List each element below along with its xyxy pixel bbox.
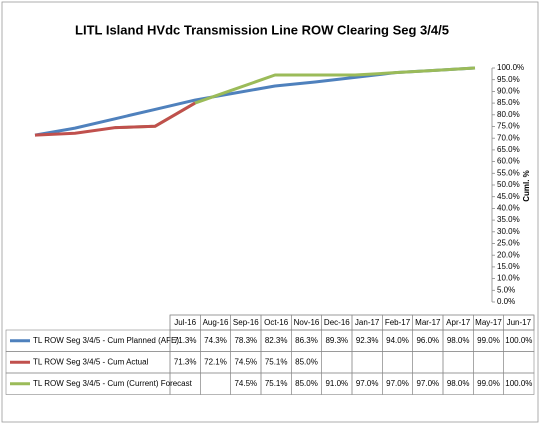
y-tick-label: 15.0% [497,262,520,271]
y-tick-label: 70.0% [497,133,520,142]
x-tick-label: Jan-17 [355,318,380,327]
x-tick-label: May-17 [475,318,502,327]
table-value: 97.0% [386,379,409,388]
y-tick-label: 0.0% [497,297,515,306]
x-tick-label: Mar-17 [415,318,441,327]
y-tick-label: 75.0% [497,122,520,131]
table-value: 98.0% [447,336,470,345]
y-tick-label: 100.0% [497,63,524,72]
table-value: 97.0% [356,379,379,388]
x-tick-label: Nov-16 [294,318,320,327]
table-value: 71.3% [174,336,197,345]
table-value: 71.3% [174,357,197,366]
y-tick-label: 5.0% [497,285,515,294]
y-tick-label: 95.0% [497,75,520,84]
table-value: 100.0% [505,379,532,388]
table-value: 98.0% [447,379,470,388]
table-value: 92.3% [356,336,379,345]
table-value: 85.0% [295,357,318,366]
y-tick-label: 65.0% [497,145,520,154]
table-value: 74.3% [204,336,227,345]
series-line [34,101,196,137]
table-value: 78.3% [234,336,257,345]
legend-label: TL ROW Seg 3/4/5 - Cum (Current) Forecas… [33,379,193,388]
chart-title: LITL Island HVdc Transmission Line ROW C… [75,22,449,37]
table-value: 86.3% [295,336,318,345]
table-value: 100.0% [505,336,532,345]
table-value: 72.1% [204,357,227,366]
table-value: 82.3% [265,336,288,345]
y-tick-label: 85.0% [497,98,520,107]
x-tick-label: Feb-17 [385,318,411,327]
table-value: 96.0% [416,336,439,345]
y-tick-label: 30.0% [497,227,520,236]
y-tick-label: 60.0% [497,157,520,166]
y-tick-label: 45.0% [497,192,520,201]
y-tick-label: 55.0% [497,168,520,177]
y-tick-label: 20.0% [497,250,520,259]
table-cell-border [503,372,535,395]
table-value: 99.0% [477,379,500,388]
x-tick-label: Dec-16 [324,318,350,327]
x-tick-label: Apr-17 [446,318,471,327]
y-tick-label: 50.0% [497,180,520,189]
table-value: 75.1% [265,357,288,366]
x-tick-label: Aug-16 [203,318,229,327]
table-value: 99.0% [477,336,500,345]
y-tick-label: 25.0% [497,239,520,248]
y-tick-label: 90.0% [497,87,520,96]
y-tick-label: 10.0% [497,274,520,283]
y-tick-label: 80.0% [497,110,520,119]
table-value: 89.3% [325,336,348,345]
table-value: 75.1% [265,379,288,388]
table-value: 97.0% [416,379,439,388]
table-value: 74.5% [234,379,257,388]
table-value: 94.0% [386,336,409,345]
legend-label: TL ROW Seg 3/4/5 - Cum Planned (AFE) [33,336,179,345]
y-tick-label: 35.0% [497,215,520,224]
y-tick-label: 40.0% [497,204,520,213]
table-value: 85.0% [295,379,318,388]
legend-label: TL ROW Seg 3/4/5 - Cum Actual [33,357,149,366]
table-value: 74.5% [234,357,257,366]
y-axis-label: Cuml. % [522,170,531,202]
x-tick-label: Oct-16 [264,318,289,327]
x-tick-label: Sep-16 [233,318,259,327]
table-value: 91.0% [325,379,348,388]
x-tick-label: Jul-16 [174,318,196,327]
x-tick-label: Jun-17 [507,318,532,327]
